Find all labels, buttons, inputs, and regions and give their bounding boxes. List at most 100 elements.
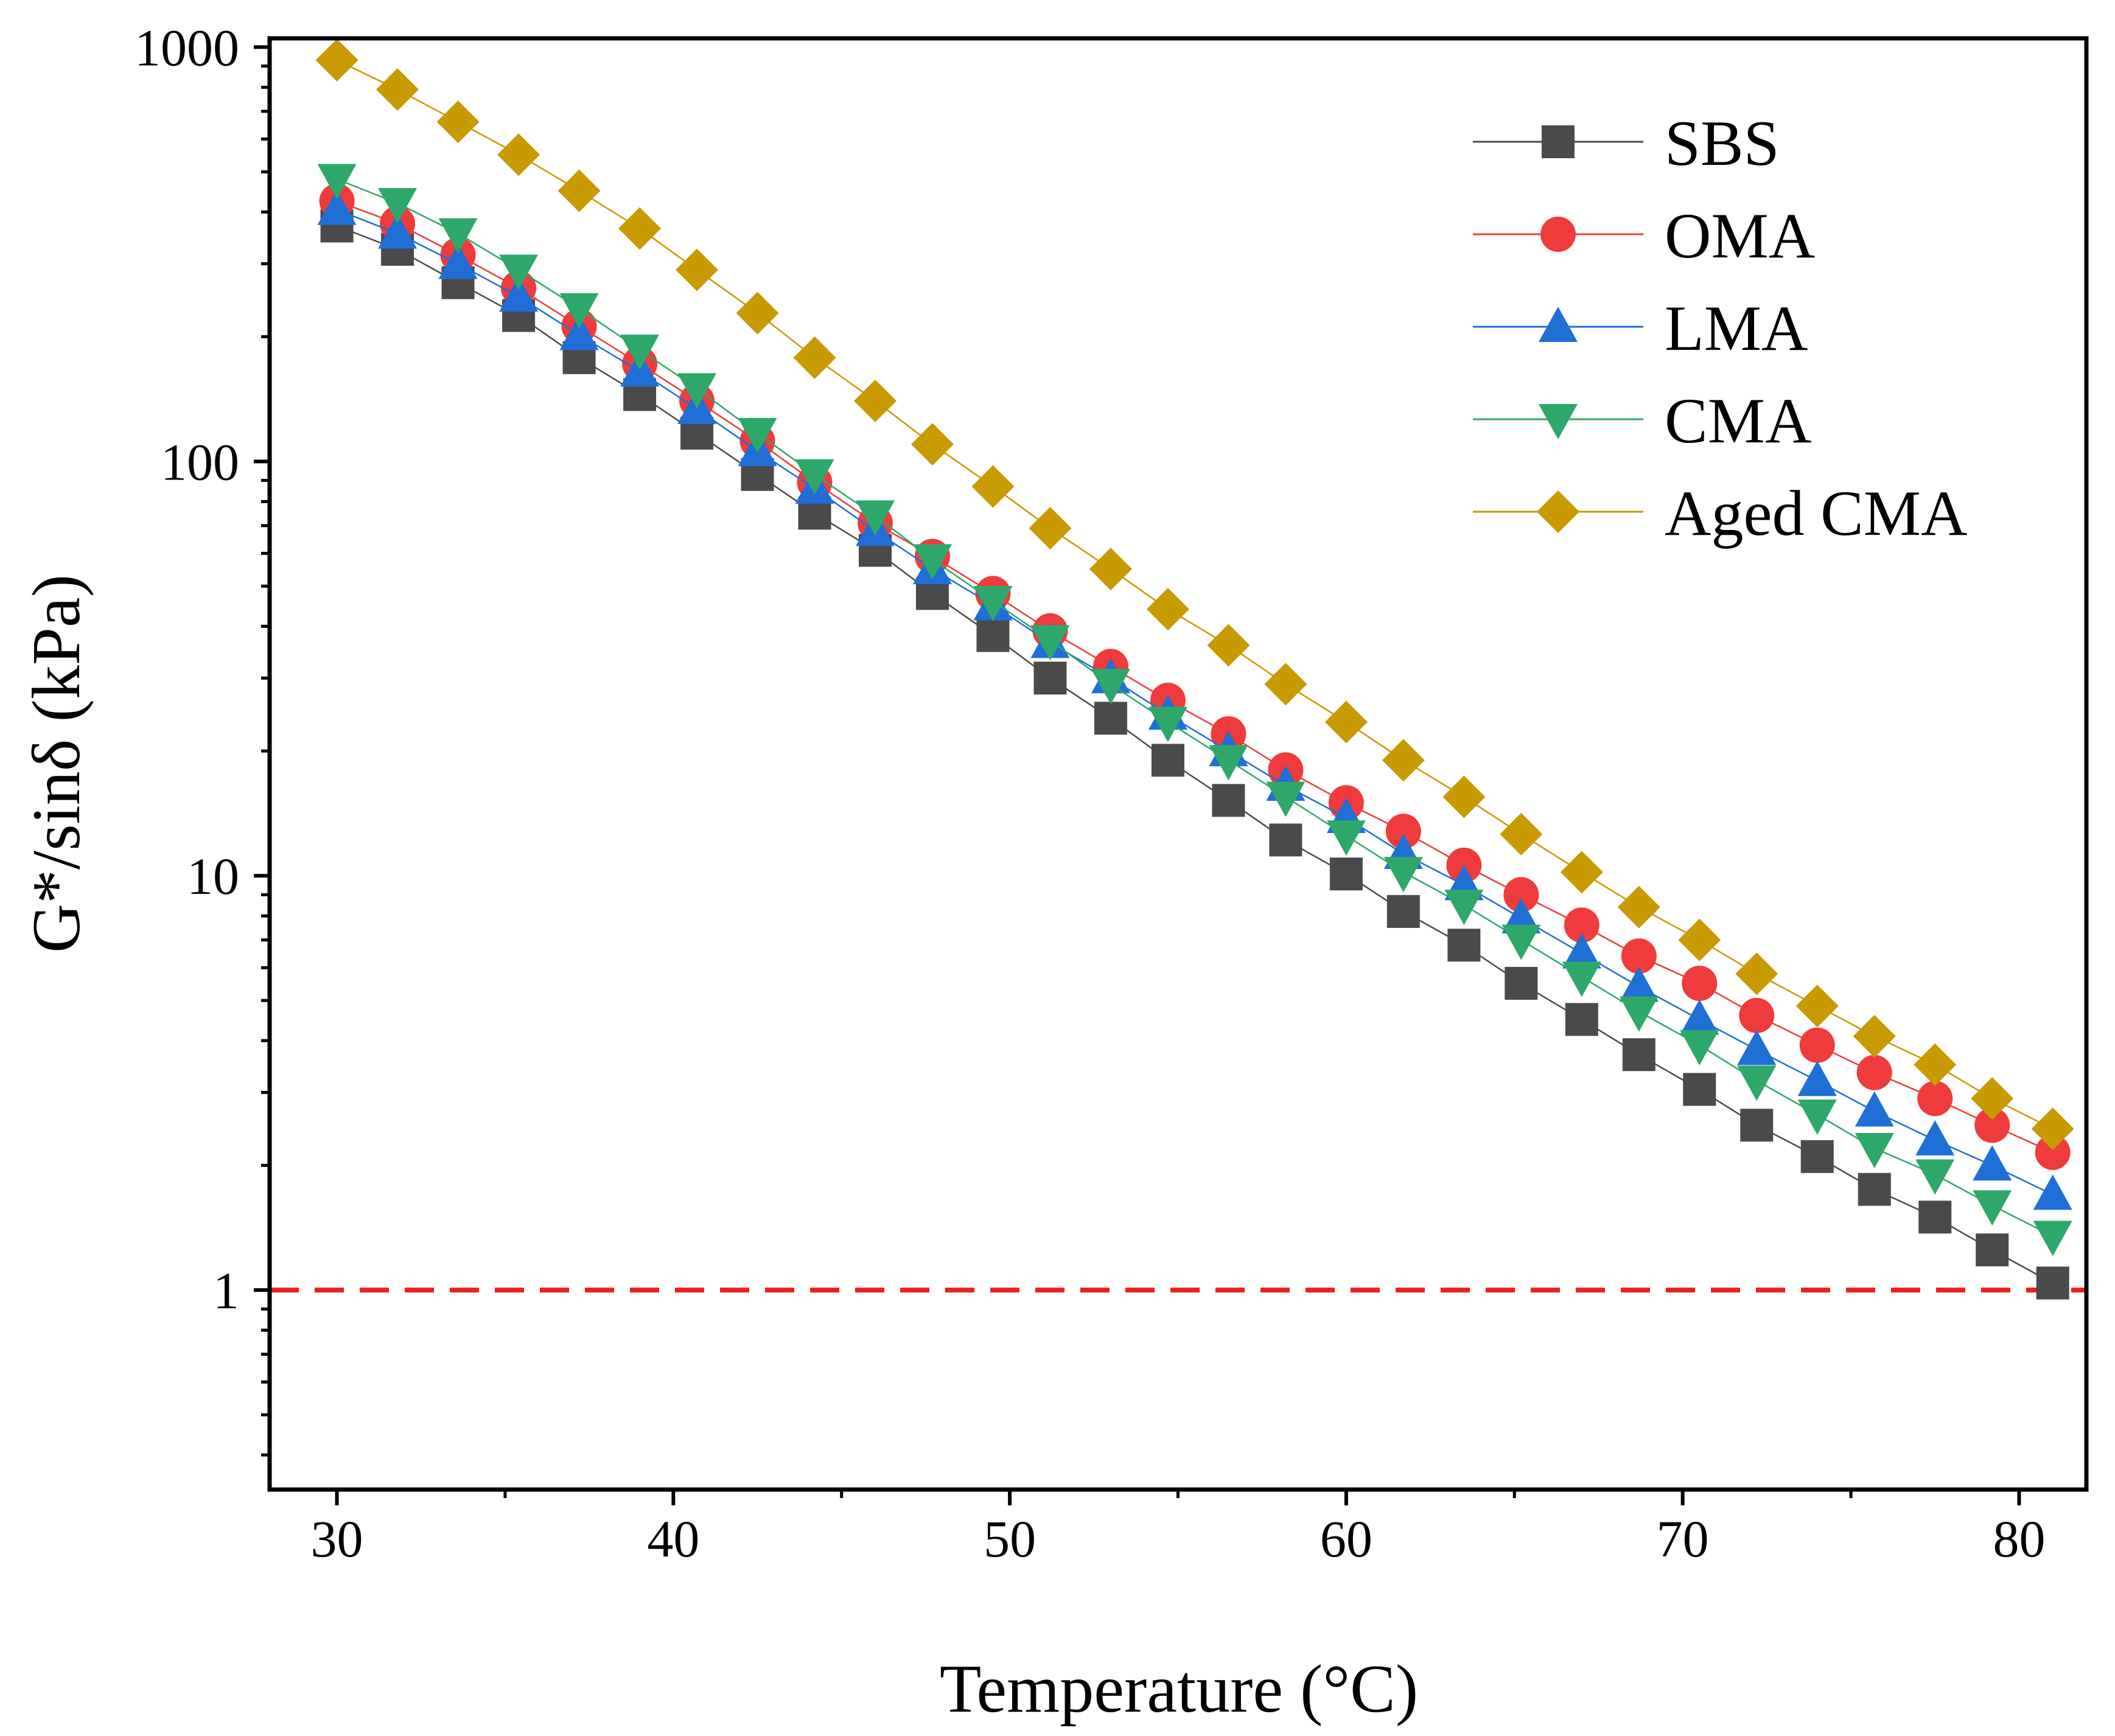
data-point-sbs [1094,702,1127,735]
y-axis-title: G*/sinδ (kPa) [19,574,94,953]
data-point-aged-cma [736,291,779,335]
data-point-aged-cma [1914,1043,1957,1086]
data-point-lma [1973,1145,2012,1181]
legend-marker-aged-cma [1537,490,1579,533]
y-axis: 1 10 100 1000 [135,18,270,1457]
x-tick-label: 30 [311,1510,363,1568]
data-point-cma [1030,625,1070,661]
data-point-sbs [1976,1233,2009,1267]
data-point-sbs [2036,1266,2069,1300]
data-point-sbs [1033,661,1067,695]
data-point-aged-cma [1264,663,1307,706]
y-tick-label: 100 [161,433,239,491]
data-point-oma [1917,1081,1953,1117]
data-point-lma [1501,898,1541,933]
data-point-sbs [1447,929,1481,962]
data-point-sbs [1565,1003,1598,1036]
data-point-oma [1385,814,1421,849]
legend-item-sbs: SBS [1473,108,1780,179]
data-point-cma [438,218,478,254]
data-point-cma [317,164,357,200]
legend-marker-oma [1540,217,1576,252]
x-tick-label: 80 [1993,1510,2045,1568]
data-point-aged-cma [911,423,954,466]
data-point-cma [912,544,952,580]
x-axis: 30 40 50 60 70 80 [311,1490,2045,1568]
y-tick-label: 10 [187,847,239,905]
legend-item-lma: LMA [1473,293,1808,364]
data-point-aged-cma [1971,1077,2014,1120]
data-point-sbs [1800,1140,1834,1173]
data-point-aged-cma [1678,918,1721,961]
data-point-lma [1680,999,1719,1035]
data-point-oma [2035,1134,2071,1170]
data-point-cma [1973,1190,2012,1226]
data-point-aged-cma [1207,624,1250,667]
data-point-lma [1797,1061,1837,1096]
x-axis-title: Temperature (°C) [940,1651,1418,1727]
data-point-sbs [1151,744,1184,777]
legend-marker-cma [1539,404,1578,439]
data-point-aged-cma [1853,1014,1896,1058]
y-tick-label: 1 [213,1261,239,1320]
data-point-oma [1682,966,1718,1002]
data-point-aged-cma [1735,952,1778,995]
series-cma [317,164,2072,1257]
data-point-aged-cma [1795,985,1839,1028]
data-point-cma [378,187,418,223]
data-point-sbs [1683,1073,1716,1106]
data-point-sbs [1505,967,1538,1000]
data-point-aged-cma [676,248,719,291]
data-point-lma [1562,933,1601,969]
data-point-aged-cma [793,336,836,379]
data-point-cma [1680,1030,1719,1065]
data-point-sbs [1212,784,1245,817]
data-point-cma [677,373,717,409]
data-point-cma [1209,745,1248,781]
data-point-sbs [1858,1173,1891,1206]
data-point-cma [1619,996,1659,1032]
legend-label-sbs: SBS [1665,108,1780,179]
data-point-aged-cma [618,207,662,250]
data-point-aged-cma [1500,812,1543,856]
data-point-cma [795,459,834,495]
data-point-lma [1619,966,1659,1002]
data-point-cma [1562,961,1601,997]
data-point-oma [1856,1054,1892,1090]
data-point-cma [1444,890,1484,926]
data-point-sbs [1386,894,1420,928]
data-point-aged-cma [1560,851,1603,894]
data-point-aged-cma [1029,507,1072,550]
data-point-cma [1091,669,1130,705]
data-point-lma [2033,1174,2072,1210]
x-tick-label: 40 [647,1510,699,1568]
data-point-cma [499,254,539,290]
data-point-lma [1915,1120,1955,1156]
data-point-cma [1797,1099,1837,1135]
data-point-oma [1799,1027,1835,1063]
data-point-aged-cma [376,68,419,111]
data-point-lma [317,189,357,225]
data-point-oma [1974,1107,2010,1143]
legend-label-aged-cma: Aged CMA [1665,478,1968,549]
data-point-oma [1621,938,1657,974]
x-tick-label: 50 [984,1510,1036,1568]
data-point-aged-cma [1442,775,1486,818]
legend-label-oma: OMA [1665,200,1815,271]
data-point-aged-cma [558,169,601,212]
legend-item-cma: CMA [1473,385,1812,456]
y-tick-label: 1000 [135,18,239,77]
x-tick-label: 70 [1657,1510,1709,1568]
data-point-aged-cma [854,379,897,422]
data-point-cma [559,293,599,329]
data-point-aged-cma [1146,588,1189,631]
legend-label-cma: CMA [1665,385,1812,456]
data-point-cma [620,334,660,370]
data-point-cma [1383,857,1423,893]
data-point-sbs [1918,1201,1952,1234]
data-point-sbs [1622,1038,1655,1072]
data-point-cma [1737,1065,1777,1101]
series-layer [315,38,2074,1300]
